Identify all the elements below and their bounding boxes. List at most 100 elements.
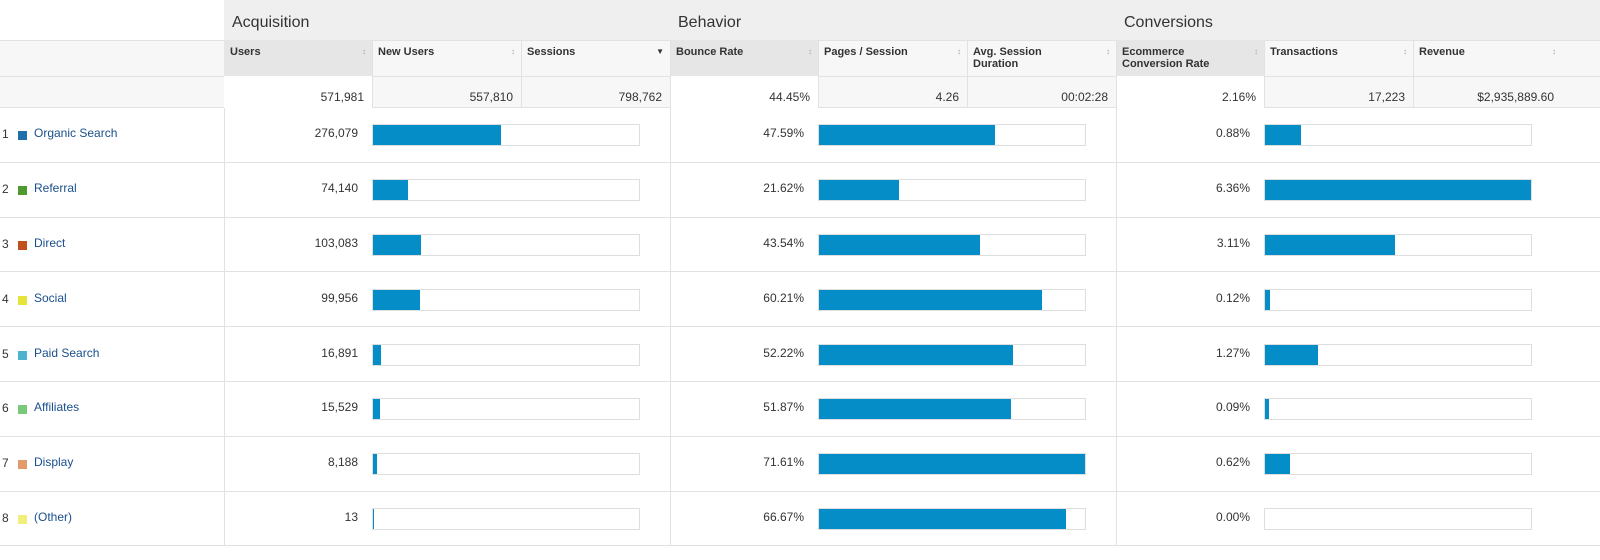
group-title-acquisition: Acquisition: [232, 14, 310, 31]
sort-arrows-icon[interactable]: ↕: [1254, 47, 1258, 56]
sort-arrows-icon[interactable]: ↕: [362, 47, 366, 56]
series-color-swatch: [18, 295, 27, 305]
column-header-label: Sessions: [527, 46, 576, 58]
bounce-rate-bar-track: [818, 453, 1086, 476]
bounce-rate-bar: [819, 289, 1043, 310]
series-color-swatch: [18, 241, 27, 250]
column-divider: [670, 40, 671, 546]
channel-link[interactable]: Social: [34, 290, 67, 305]
channel-link[interactable]: Direct: [34, 236, 66, 250]
users-bar: [373, 454, 377, 475]
conversion-rate-bar: [1265, 235, 1396, 255]
conversion-rate-bar-track: [1264, 508, 1532, 530]
bounce-rate-value: 21.62%: [763, 181, 804, 196]
conversion-rate-bar-track: [1264, 453, 1532, 476]
total-pages-session: 4.26: [935, 90, 959, 104]
column-header-ecommerce-conversion-rate[interactable]: Ecommerce Conversion Rate ↕: [1116, 40, 1264, 76]
column-header-label: Ecommerce Conversion Rate: [1122, 46, 1210, 70]
column-divider: [521, 40, 522, 108]
conversion-rate-bar: [1265, 454, 1291, 475]
conversion-rate-bar: [1265, 399, 1269, 420]
bounce-rate-bar: [819, 235, 980, 255]
column-header-sessions[interactable]: Sessions ▼: [521, 40, 670, 76]
conversion-rate-value: 0.62%: [1215, 455, 1250, 470]
series-color-swatch: [18, 350, 27, 360]
total-bounce-rate: 44.45%: [670, 76, 818, 108]
users-bar-track: [372, 398, 640, 421]
users-bar-track: [372, 453, 640, 476]
column-divider: [372, 40, 373, 108]
bounce-rate-bar: [819, 454, 1085, 475]
bounce-rate-value: 71.61%: [763, 455, 804, 470]
column-header-label: Transactions: [1270, 46, 1338, 58]
series-color-swatch: [18, 515, 27, 524]
total-new-users: 557,810: [469, 90, 513, 104]
users-bar-track: [372, 288, 640, 311]
conversion-rate-bar: [1265, 344, 1319, 365]
bounce-rate-value: 51.87%: [763, 400, 804, 415]
total-sessions: 798,762: [618, 90, 662, 104]
conversion-rate-bar: [1265, 180, 1531, 201]
column-divider: [1116, 40, 1117, 546]
column-header-bounce-rate[interactable]: Bounce Rate ↕: [670, 40, 818, 76]
bounce-rate-bar-track: [818, 124, 1086, 147]
sort-arrows-icon[interactable]: ↕: [1106, 47, 1110, 56]
bounce-rate-bar-track: [818, 234, 1086, 256]
series-color-swatch: [18, 186, 27, 196]
group-title-behavior: Behavior: [678, 14, 742, 31]
sort-arrows-icon[interactable]: ↕: [808, 47, 812, 56]
row-rank: 1: [2, 127, 9, 142]
conversion-rate-value: 1.27%: [1215, 345, 1250, 360]
users-bar-track: [372, 234, 640, 256]
column-header-pages-session[interactable]: Pages / Session ↕: [818, 40, 967, 76]
column-header-users[interactable]: Users ↕: [224, 40, 372, 76]
bounce-rate-value: 47.59%: [763, 126, 804, 141]
row-divider: [0, 161, 1600, 163]
sort-arrows-icon[interactable]: ↕: [957, 47, 961, 56]
channel-link[interactable]: Display: [34, 455, 74, 470]
conversion-rate-value: 0.12%: [1215, 290, 1250, 305]
users-bar-track: [372, 508, 640, 530]
conversion-rate-bar-track: [1264, 124, 1532, 147]
channel-link[interactable]: Referral: [34, 181, 77, 196]
column-header-transactions[interactable]: Transactions ↕: [1264, 40, 1413, 76]
series-color-swatch: [18, 405, 27, 415]
bounce-rate-bar-track: [818, 343, 1086, 366]
users-value: 103,083: [314, 236, 358, 250]
users-value: 16,891: [321, 345, 358, 360]
sort-arrows-icon[interactable]: ↕: [1403, 47, 1407, 56]
row-divider: [0, 435, 1600, 437]
total-avg-session-duration: 00:02:28: [1061, 90, 1108, 104]
conversion-rate-bar: [1265, 125, 1301, 146]
sort-descending-icon[interactable]: ▼: [656, 47, 664, 56]
column-header-label: Avg. Session Duration: [973, 46, 1042, 70]
bounce-rate-value: 43.54%: [763, 236, 804, 250]
column-divider: [1264, 40, 1265, 108]
sort-arrows-icon[interactable]: ↕: [1552, 47, 1556, 56]
bounce-rate-bar-track: [818, 288, 1086, 311]
channel-link[interactable]: Paid Search: [34, 345, 100, 360]
users-bar: [373, 235, 421, 255]
bounce-rate-bar-track: [818, 179, 1086, 202]
users-value: 276,079: [314, 126, 358, 141]
users-bar: [373, 125, 501, 146]
row-divider: [0, 490, 1600, 492]
group-header-band: [224, 0, 1600, 40]
series-color-swatch: [18, 460, 27, 470]
channel-link[interactable]: Organic Search: [34, 126, 118, 141]
sort-arrows-icon[interactable]: ↕: [511, 47, 515, 56]
column-header-revenue[interactable]: Revenue ↕: [1413, 40, 1562, 76]
total-users: 571,981: [224, 76, 372, 108]
column-header-new-users[interactable]: New Users ↕: [372, 40, 521, 76]
column-header-avg-session-duration[interactable]: Avg. Session Duration ↕: [967, 40, 1116, 76]
row-divider: [0, 271, 1600, 273]
conversion-rate-value: 0.88%: [1215, 126, 1250, 141]
row-divider: [0, 545, 1600, 547]
channel-link[interactable]: Affiliates: [34, 400, 80, 415]
conversion-rate-value: 0.00%: [1215, 510, 1250, 524]
channel-link[interactable]: (Other): [34, 510, 73, 524]
column-divider: [818, 40, 819, 108]
bounce-rate-value: 60.21%: [763, 290, 804, 305]
users-bar: [373, 289, 420, 310]
conversion-rate-value: 3.11%: [1216, 236, 1250, 250]
